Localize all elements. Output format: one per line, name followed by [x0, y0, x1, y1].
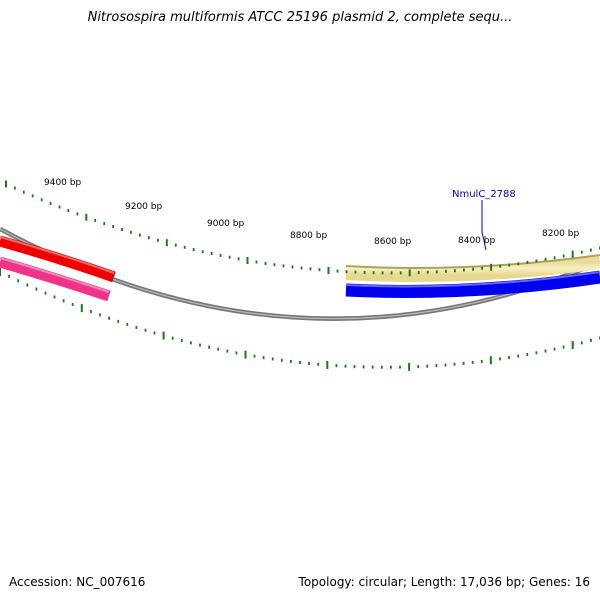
- tick-label: 9000 bp: [207, 219, 244, 229]
- gene-yellow[interactable]: [345, 254, 600, 282]
- tick-label: 9400 bp: [44, 178, 81, 188]
- tick-label: 8200 bp: [542, 229, 579, 239]
- gene-label[interactable]: NmulC_2788: [452, 189, 516, 200]
- inner-tick-ring: [0, 268, 600, 371]
- gene-red[interactable]: [0, 235, 116, 283]
- gene-blue[interactable]: [345, 270, 600, 298]
- tick-label: 8600 bp: [374, 237, 411, 247]
- tick-label: 8400 bp: [458, 236, 495, 246]
- accession-text: Accession: NC_007616: [9, 575, 146, 589]
- gene-pink[interactable]: [0, 256, 111, 302]
- tick-labels: 9400 bp 9200 bp 9000 bp 8800 bp 8600 bp …: [44, 178, 579, 247]
- map-title: Nitrosospira multiformis ATCC 25196 plas…: [87, 10, 513, 25]
- topology-summary: Topology: circular; Length: 17,036 bp; G…: [298, 575, 590, 589]
- tick-label: 8800 bp: [290, 231, 327, 241]
- tick-label: 9200 bp: [125, 202, 162, 212]
- gene-label-group[interactable]: NmulC_2788: [452, 189, 516, 251]
- outer-tick-ring: [5, 180, 600, 277]
- gene-label-leader: [481, 200, 487, 251]
